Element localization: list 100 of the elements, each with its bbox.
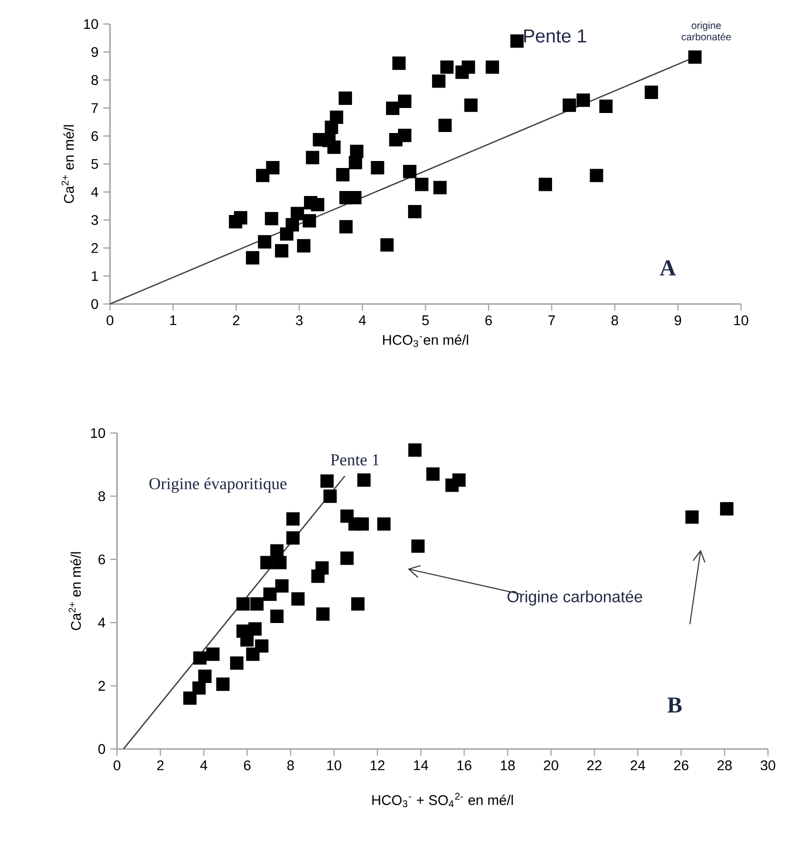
point: [290, 206, 304, 220]
point: [432, 74, 446, 88]
y-tick-label: 0: [98, 744, 106, 754]
point: [316, 607, 330, 621]
x-tick-label: 8: [287, 760, 294, 770]
point: [275, 579, 289, 593]
x-axis-title: HCO$_{3}$$^{-}$en mé/l: [383, 334, 468, 348]
point: [377, 517, 391, 531]
point: [386, 102, 400, 115]
point: [426, 467, 440, 481]
y-tick-label: 3: [91, 215, 98, 225]
y-tick-label: 7: [92, 103, 98, 113]
y-tick-label: 2: [98, 680, 105, 691]
point: [336, 168, 350, 182]
point: [380, 238, 394, 252]
y-axis-title: Ca$^{2+}$ en mé/l: [62, 125, 74, 204]
x-tick-label: 1: [170, 315, 176, 326]
x-tick-label: 4: [358, 315, 366, 326]
x-tick-label: 0: [114, 760, 120, 770]
annotation: Pente 1: [330, 454, 379, 466]
point: [462, 60, 476, 74]
point: [193, 651, 207, 665]
point: [274, 244, 288, 258]
x-axis-title: HCO$_{3}$$^{-}$ + SO$_{4}$$^{2-}$ en mé/l: [372, 792, 513, 808]
annotation: Origine évaporitique: [149, 478, 287, 493]
point: [398, 94, 412, 108]
point: [310, 198, 324, 212]
point: [248, 622, 262, 636]
y-tick-label: 8: [91, 75, 98, 85]
point: [576, 94, 590, 107]
point: [350, 144, 364, 158]
x-tick-label: 4: [200, 760, 208, 770]
y-tick-label: 10: [84, 19, 98, 29]
point: [685, 510, 699, 524]
y-tick-label: 4: [98, 618, 106, 628]
point: [398, 128, 412, 142]
x-tick-label: 8: [612, 315, 618, 326]
point: [315, 561, 329, 575]
point: [538, 178, 552, 192]
point: [452, 473, 466, 487]
point: [357, 473, 371, 487]
y-tick-label: 6: [98, 554, 106, 564]
point: [260, 556, 274, 570]
x-tick-label: 9: [674, 315, 682, 326]
point: [270, 544, 284, 558]
annotation: Origine carbonatée: [508, 590, 642, 606]
point: [370, 160, 384, 174]
x-tick-label: 6: [244, 760, 250, 770]
point: [338, 92, 352, 105]
point: [255, 639, 268, 653]
point: [408, 443, 422, 457]
point: [246, 251, 260, 264]
x-tick-label: 24: [630, 760, 646, 770]
point: [486, 60, 500, 74]
point: [258, 235, 272, 249]
point: [415, 178, 428, 192]
y-tick-label: 1: [92, 271, 98, 281]
x-tick-label: 10: [327, 760, 342, 770]
point: [438, 118, 452, 132]
point: [644, 86, 658, 100]
point: [216, 678, 230, 691]
point: [306, 150, 320, 164]
annotation: Pente 1: [524, 30, 586, 43]
point: [599, 100, 613, 114]
point: [183, 691, 197, 705]
y-tick-label: 2: [92, 243, 98, 253]
x-tick-label: 2: [157, 760, 164, 770]
y-tick-label: 4: [91, 187, 98, 197]
point: [392, 56, 406, 70]
point: [403, 164, 416, 178]
x-tick-label: 20: [544, 760, 558, 770]
point: [688, 50, 702, 64]
point: [236, 597, 250, 611]
point: [302, 214, 316, 228]
point: [510, 34, 524, 48]
point: [351, 597, 365, 611]
y-tick-label: 10: [91, 428, 106, 438]
point: [411, 539, 425, 553]
point: [720, 502, 734, 516]
point: [327, 140, 341, 154]
y-tick-label: 5: [91, 159, 98, 169]
annotation: B: [667, 698, 682, 713]
point: [264, 212, 278, 226]
annotation: origine carbonatée: [682, 22, 731, 40]
x-tick-label: 6: [485, 315, 492, 326]
point: [291, 592, 305, 606]
y-tick-label: 0: [91, 299, 98, 309]
x-tick-label: 28: [718, 760, 732, 770]
x-tick-label: 0: [106, 315, 114, 326]
point: [440, 60, 454, 74]
x-tick-label: 16: [457, 760, 472, 770]
y-axis-title: Ca$^{2+}$ en mé/l: [68, 552, 81, 630]
point: [250, 597, 264, 611]
point: [286, 531, 300, 545]
x-tick-label: 30: [760, 760, 776, 770]
point: [339, 220, 353, 234]
x-tick-label: 22: [587, 760, 602, 770]
point: [198, 670, 212, 683]
x-tick-label: 5: [422, 315, 429, 326]
point: [408, 204, 422, 218]
